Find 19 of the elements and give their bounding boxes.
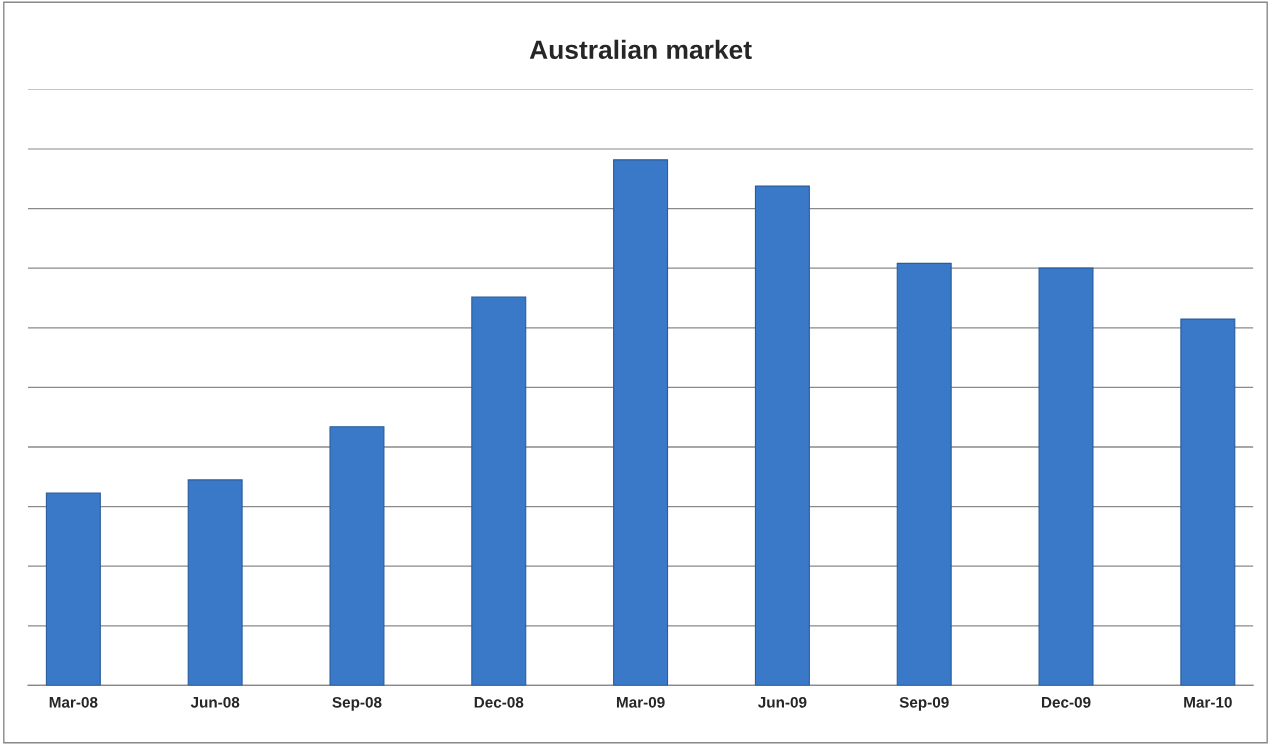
bar bbox=[45, 492, 101, 686]
chart-title: Australian market bbox=[529, 39, 752, 60]
x-tick-label: Mar-08 bbox=[49, 696, 98, 708]
bar bbox=[896, 262, 952, 686]
x-tick-label: Jun-09 bbox=[758, 696, 807, 708]
bar bbox=[187, 479, 243, 686]
x-tick-label: Dec-09 bbox=[1041, 696, 1091, 708]
bar bbox=[613, 159, 669, 686]
x-tick-label: Dec-08 bbox=[474, 696, 524, 708]
bar bbox=[471, 296, 527, 686]
x-tick-label: Sep-08 bbox=[332, 696, 382, 711]
x-tick-label: Mar-09 bbox=[616, 696, 665, 708]
x-tick-label: Sep-09 bbox=[899, 696, 949, 711]
bar bbox=[1038, 267, 1094, 686]
bar bbox=[754, 185, 810, 686]
bar bbox=[1180, 318, 1236, 686]
x-tick-label: Jun-08 bbox=[190, 696, 240, 708]
bar bbox=[329, 426, 385, 686]
x-tick-label: Mar-10 bbox=[1184, 696, 1232, 708]
